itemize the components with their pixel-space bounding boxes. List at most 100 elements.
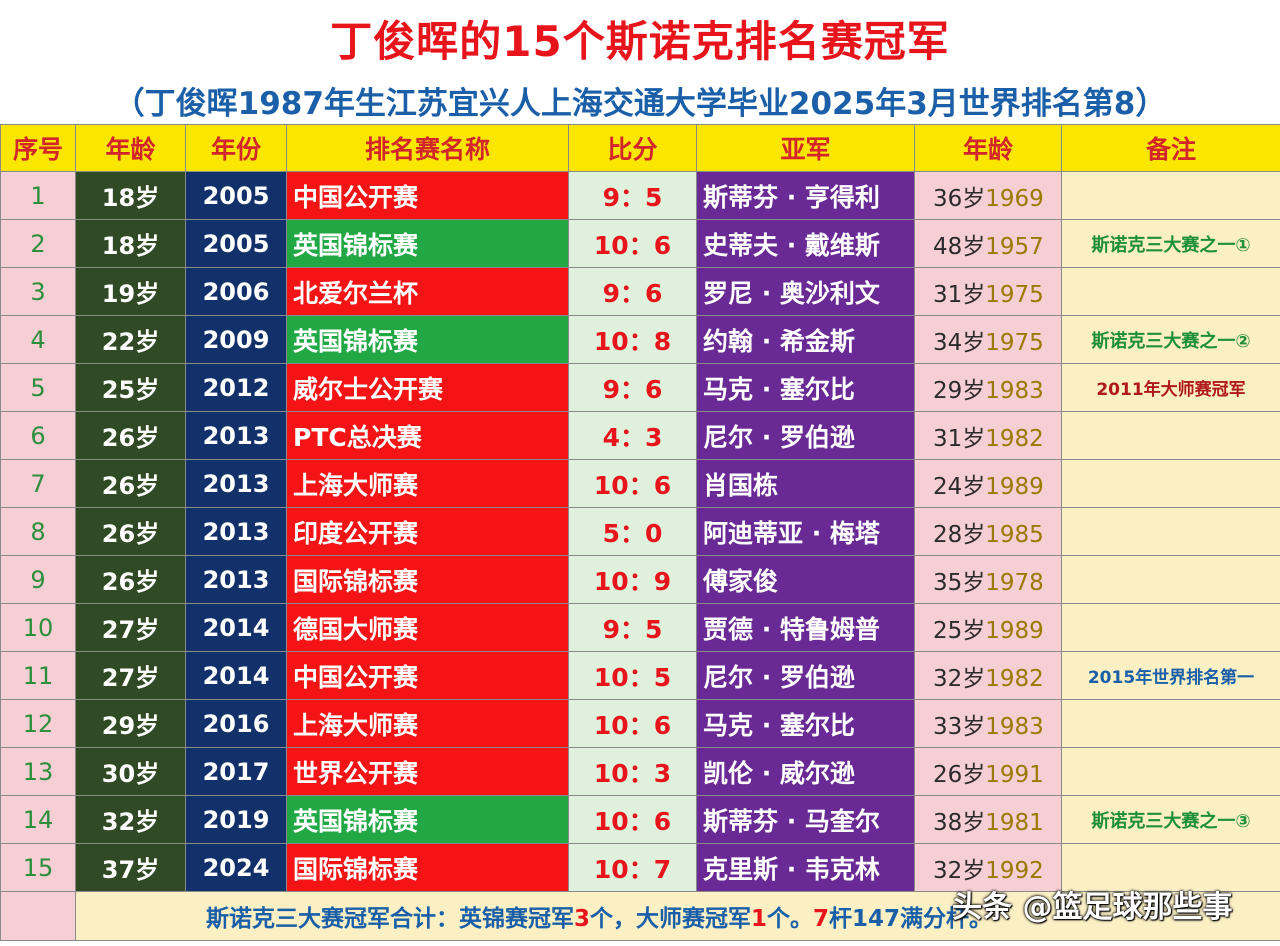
- runner-age: 26岁: [933, 761, 986, 788]
- cell-score: 10：5: [568, 651, 697, 700]
- table-row: 9 26岁 2013 国际锦标赛 10：9 傅家俊 35岁1978: [0, 555, 1280, 604]
- cell-note: [1061, 171, 1280, 220]
- cell-score: 10：6: [568, 699, 697, 748]
- cell-runner-age: 28岁1985: [914, 507, 1062, 556]
- cell-event: 英国锦标赛: [286, 795, 569, 844]
- cell-runner-up: 贾德 · 特鲁姆普: [696, 603, 915, 652]
- runner-age: 38岁: [933, 809, 986, 836]
- cell-runner-age: 26岁1991: [914, 747, 1062, 796]
- header-runner-up: 亚军: [696, 124, 915, 172]
- cell-year: 2014: [185, 603, 287, 652]
- cell-note: [1061, 411, 1280, 460]
- cell-runner-up: 尼尔 · 罗伯逊: [696, 411, 915, 460]
- cell-event: 英国锦标赛: [286, 315, 569, 364]
- cell-age: 30岁: [75, 747, 186, 796]
- runner-birth-year: 1975: [985, 329, 1044, 356]
- cell-seq: 6: [0, 411, 76, 460]
- cell-score: 4：3: [568, 411, 697, 460]
- cell-year: 2013: [185, 555, 287, 604]
- runner-birth-year: 1982: [985, 665, 1044, 692]
- cell-seq: 10: [0, 603, 76, 652]
- runner-age: 24岁: [933, 473, 986, 500]
- cell-runner-up: 凯伦 · 威尔逊: [696, 747, 915, 796]
- runner-age: 29岁: [933, 377, 986, 404]
- cell-note: [1061, 603, 1280, 652]
- cell-runner-age: 25岁1989: [914, 603, 1062, 652]
- cell-runner-age: 48岁1957: [914, 219, 1062, 268]
- cell-year: 2006: [185, 267, 287, 316]
- runner-age: 33岁: [933, 713, 986, 740]
- champions-table: 序号 年龄 年份 排名赛名称 比分 亚军 年龄 备注 1 18岁 2005 中国公开赛…: [0, 124, 1280, 941]
- runner-birth-year: 1978: [985, 569, 1044, 596]
- runner-birth-year: 1985: [985, 521, 1044, 548]
- cell-seq: 1: [0, 171, 76, 220]
- runner-birth-year: 1969: [985, 185, 1044, 212]
- runner-age: 36岁: [933, 185, 986, 212]
- cell-event: 国际锦标赛: [286, 843, 569, 892]
- cell-runner-age: 31岁1982: [914, 411, 1062, 460]
- cell-note: [1061, 699, 1280, 748]
- footer-tail-count: 7: [813, 906, 830, 932]
- runner-age: 32岁: [933, 665, 986, 692]
- runner-age: 25岁: [933, 617, 986, 644]
- cell-score: 10：6: [568, 795, 697, 844]
- cell-seq: 4: [0, 315, 76, 364]
- runner-age: 34岁: [933, 329, 986, 356]
- cell-seq: 11: [0, 651, 76, 700]
- cell-event: 英国锦标赛: [286, 219, 569, 268]
- cell-year: 2017: [185, 747, 287, 796]
- header-runner-age: 年龄: [914, 124, 1062, 172]
- cell-year: 2012: [185, 363, 287, 412]
- table-row: 13 30岁 2017 世界公开赛 10：3 凯伦 · 威尔逊 26岁1991: [0, 747, 1280, 796]
- cell-score: 10：6: [568, 459, 697, 508]
- table-row: 1 18岁 2005 中国公开赛 9：5 斯蒂芬 · 亨得利 36岁1969: [0, 171, 1280, 220]
- cell-runner-age: 31岁1975: [914, 267, 1062, 316]
- cell-seq: 9: [0, 555, 76, 604]
- watermark: 头条 @篮足球那些事: [952, 890, 1233, 925]
- runner-birth-year: 1975: [985, 281, 1044, 308]
- cell-runner-up: 斯蒂芬 · 马奎尔: [696, 795, 915, 844]
- cell-score: 9：5: [568, 603, 697, 652]
- cell-seq: 14: [0, 795, 76, 844]
- header-year: 年份: [185, 124, 287, 172]
- cell-year: 2013: [185, 459, 287, 508]
- footer-middle: 个，大师赛冠军: [590, 906, 752, 932]
- cell-runner-up: 阿迪蒂亚 · 梅塔: [696, 507, 915, 556]
- runner-birth-year: 1981: [985, 809, 1044, 836]
- cell-event: 中国公开赛: [286, 171, 569, 220]
- table-row: 11 27岁 2014 中国公开赛 10：5 尼尔 · 罗伯逊 32岁1982 2015年世界…: [0, 651, 1280, 700]
- table-row: 12 29岁 2016 上海大师赛 10：6 马克 · 塞尔比 33岁1983: [0, 699, 1280, 748]
- runner-birth-year: 1982: [985, 425, 1044, 452]
- cell-event: 中国公开赛: [286, 651, 569, 700]
- table-row: 4 22岁 2009 英国锦标赛 10：8 约翰 · 希金斯 34岁1975 斯诺克三大赛之一…: [0, 315, 1280, 364]
- cell-note: 2015年世界排名第一: [1061, 651, 1280, 700]
- cell-year: 2005: [185, 171, 287, 220]
- table-row: 2 18岁 2005 英国锦标赛 10：6 史蒂夫 · 戴维斯 48岁1957 斯诺克三大赛之…: [0, 219, 1280, 268]
- cell-runner-age: 35岁1978: [914, 555, 1062, 604]
- cell-age: 18岁: [75, 219, 186, 268]
- footer-row: 斯诺克三大赛冠军合计：英锦赛冠军3个，大师赛冠军1个。7杆147满分杆。: [0, 891, 1280, 941]
- cell-note: 2011年大师赛冠军: [1061, 363, 1280, 412]
- cell-runner-age: 34岁1975: [914, 315, 1062, 364]
- runner-birth-year: 1992: [985, 857, 1044, 884]
- cell-score: 9：6: [568, 267, 697, 316]
- runner-age: 32岁: [933, 857, 986, 884]
- cell-seq: 15: [0, 843, 76, 892]
- cell-event: 德国大师赛: [286, 603, 569, 652]
- cell-event: 上海大师赛: [286, 699, 569, 748]
- cell-note: [1061, 555, 1280, 604]
- cell-age: 26岁: [75, 459, 186, 508]
- cell-score: 10：3: [568, 747, 697, 796]
- page-title: 丁俊晖的15个斯诺克排名赛冠军: [330, 16, 950, 66]
- cell-note: [1061, 459, 1280, 508]
- cell-year: 2014: [185, 651, 287, 700]
- runner-birth-year: 1983: [985, 377, 1044, 404]
- cell-score: 10：9: [568, 555, 697, 604]
- cell-seq: 8: [0, 507, 76, 556]
- header-note: 备注: [1061, 124, 1280, 172]
- page-subtitle: （丁俊晖1987年生江苏宜兴人上海交通大学毕业2025年3月世界排名第8）: [113, 85, 1167, 122]
- cell-event: 威尔士公开赛: [286, 363, 569, 412]
- cell-runner-up: 约翰 · 希金斯: [696, 315, 915, 364]
- table-row: 6 26岁 2013 PTC总决赛 4：3 尼尔 · 罗伯逊 31岁1982: [0, 411, 1280, 460]
